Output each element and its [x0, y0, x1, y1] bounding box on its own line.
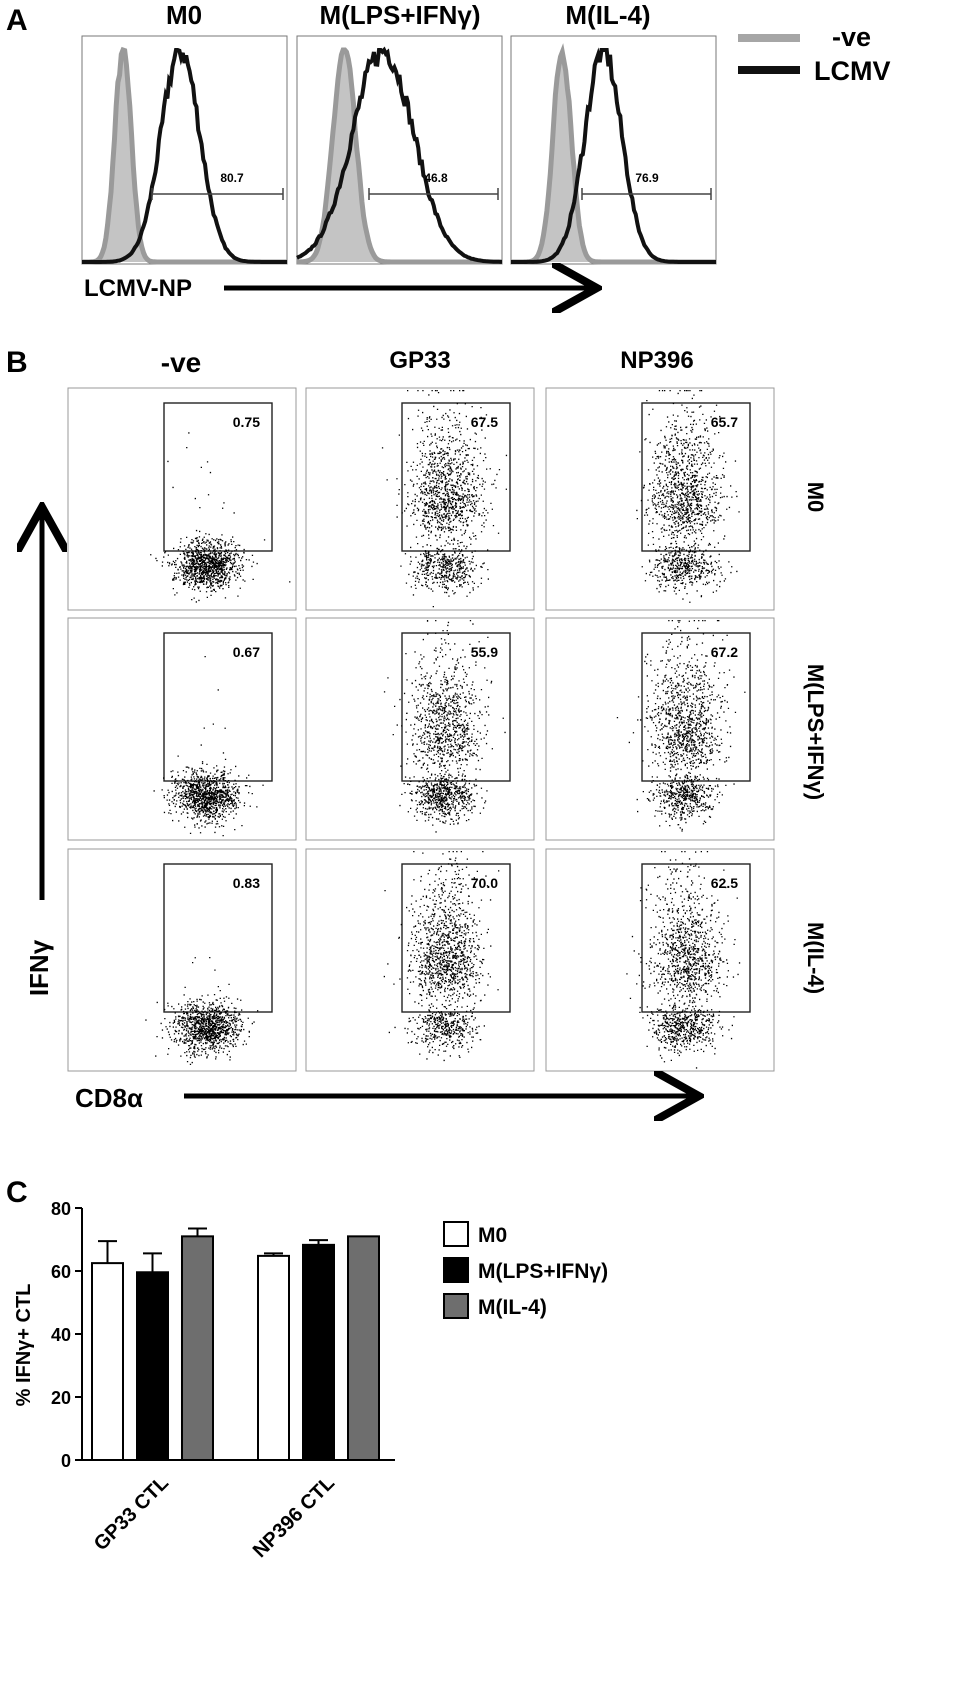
y-tick-label: 80 [51, 1199, 71, 1219]
legend-swatch [443, 1221, 469, 1247]
gate-percent: 67.5 [471, 414, 498, 430]
column-header-np396: NP396 [620, 347, 693, 374]
negative-histogram-fill [297, 50, 502, 262]
negative-histogram-fill [511, 52, 716, 263]
dot-plot-frame [305, 848, 535, 1072]
y-tick-label: 60 [51, 1262, 71, 1282]
panel-a-legend: -ve LCMV [738, 22, 891, 86]
gate-box [163, 402, 273, 552]
histogram-title: M0 [166, 0, 202, 30]
gate-percent: 76.9 [635, 171, 659, 185]
column-header-gp33: GP33 [389, 347, 450, 374]
panel-c: C % IFNγ+ CTL 0 20 40 60 80 GP33 CTL NP396 CTL… [6, 1176, 608, 1562]
event-dots [616, 620, 746, 832]
dot-plot-cell: 65.7 [545, 387, 775, 611]
gate-percent: 0.67 [233, 644, 260, 660]
dot-plot-grid: 0.75 67.5 65.7 0.67 55.9 67.2 0.83 70.0 62.5 [67, 387, 775, 1072]
histogram-m0: M0 80.7 [81, 0, 288, 265]
panel-c-letter: C [6, 1176, 28, 1209]
panel-a-letter: A [6, 4, 28, 37]
dot-plot-frame [545, 848, 775, 1072]
event-dots [636, 390, 740, 603]
bar [347, 1235, 380, 1461]
gate-percent: 67.2 [711, 644, 738, 660]
dot-plot-frame [67, 387, 297, 611]
bar [91, 1262, 124, 1461]
gate-box [641, 632, 751, 782]
dot-plot-frame [67, 617, 297, 841]
row-label-m-lps-ifn: M(LPS+IFNγ) [803, 664, 828, 800]
gate-box [163, 632, 273, 782]
dot-plot-frame [67, 848, 297, 1072]
negative-histogram-fill [82, 50, 287, 262]
dot-plot-cell: 55.9 [305, 617, 535, 841]
event-dots [626, 851, 741, 1069]
event-dots [145, 957, 259, 1065]
legend-label-lcmv: LCMV [814, 56, 891, 86]
dot-plot-cell: 70.0 [305, 848, 535, 1072]
gate-percent: 0.83 [233, 875, 260, 891]
x-tick-label: GP33 CTL [90, 1472, 173, 1555]
event-dots [153, 656, 264, 837]
histogram-m-il4: M(IL-4) 76.9 [510, 0, 717, 265]
histogram-title: M(LPS+IFNγ) [319, 0, 480, 30]
column-header-negative: -ve [161, 347, 201, 378]
gate-percent: 70.0 [471, 875, 498, 891]
gate-percent: 0.75 [233, 414, 260, 430]
bar [302, 1243, 335, 1461]
lcmv-histogram-line [296, 46, 502, 264]
row-label-m0: M0 [803, 482, 828, 513]
histogram-m-lps-ifn: M(LPS+IFNγ) 46.8 [296, 0, 503, 265]
panel-b-x-axis-label: CD8α [75, 1083, 143, 1113]
gate-box [401, 402, 511, 552]
bar [136, 1271, 169, 1462]
x-tick-label: NP396 CTL [249, 1472, 339, 1562]
panel-b-letter: B [6, 346, 28, 379]
legend-label: M0 [478, 1224, 507, 1247]
dot-plot-cell: 0.75 [67, 387, 297, 611]
gate-box [641, 402, 751, 552]
panel-c-y-axis-label: % IFNγ+ CTL [13, 1284, 35, 1407]
bar [181, 1235, 214, 1461]
legend-label: M(IL-4) [478, 1296, 547, 1319]
gate-percent: 55.9 [471, 644, 498, 660]
bar-chart: 0 20 40 60 80 GP33 CTL NP396 CTL [51, 1199, 395, 1562]
event-dots [150, 432, 291, 603]
legend-swatch [443, 1293, 469, 1319]
panel-a: A M0 80.7 M(LPS+IFNγ) 46.8 M(IL-4) [6, 0, 891, 302]
dot-plot-frame [305, 617, 535, 841]
gate-percent: 65.7 [711, 414, 738, 430]
gate-percent: 62.5 [711, 875, 738, 891]
gate-box [401, 863, 511, 1013]
y-tick-label: 40 [51, 1325, 71, 1345]
row-label-m-il4: M(IL-4) [803, 922, 828, 994]
gate-percent: 80.7 [220, 171, 244, 185]
dot-plot-cell: 67.5 [305, 387, 535, 611]
dot-plot-cell: 0.83 [67, 848, 297, 1072]
lcmv-histogram-line [511, 47, 716, 264]
panel-b-y-axis-label: IFNγ [24, 939, 54, 996]
dot-plot-cell: 67.2 [545, 617, 775, 841]
legend-label-negative: -ve [832, 22, 871, 52]
event-dots [383, 851, 500, 1062]
gate-box [401, 632, 511, 782]
negative-histogram-line [296, 47, 502, 265]
event-dots [381, 390, 508, 608]
y-tick-label: 20 [51, 1388, 71, 1408]
panel-b: B -ve GP33 NP396 M0 M(LPS+IFNγ) M(IL-4) … [6, 346, 828, 1113]
dot-plot-cell: 0.67 [67, 617, 297, 841]
lcmv-histogram-line [82, 48, 287, 264]
panel-a-x-axis-label: LCMV-NP [84, 275, 192, 302]
dot-plot-cell: 62.5 [545, 848, 775, 1072]
bar [257, 1254, 290, 1461]
y-tick-label: 0 [61, 1451, 71, 1471]
bar-chart-legend: M0 M(LPS+IFNγ) M(IL-4) [443, 1221, 608, 1319]
gate-percent: 46.8 [424, 171, 448, 185]
legend-swatch [443, 1257, 469, 1283]
histogram-title: M(IL-4) [565, 0, 650, 30]
legend-label: M(LPS+IFNγ) [478, 1260, 608, 1283]
